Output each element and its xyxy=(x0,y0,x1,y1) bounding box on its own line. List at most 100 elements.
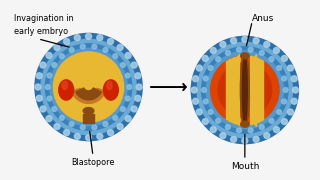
Polygon shape xyxy=(250,87,263,88)
Circle shape xyxy=(45,44,132,130)
Polygon shape xyxy=(250,98,263,99)
Circle shape xyxy=(197,42,292,138)
Polygon shape xyxy=(76,88,101,100)
Circle shape xyxy=(291,98,297,104)
Polygon shape xyxy=(226,86,239,87)
Ellipse shape xyxy=(59,80,74,100)
Polygon shape xyxy=(77,106,100,114)
Circle shape xyxy=(282,99,286,104)
Polygon shape xyxy=(226,93,239,94)
Circle shape xyxy=(131,62,137,68)
Polygon shape xyxy=(250,109,263,110)
Circle shape xyxy=(45,85,50,89)
Polygon shape xyxy=(250,96,263,97)
Polygon shape xyxy=(250,81,263,82)
Polygon shape xyxy=(250,117,263,118)
Polygon shape xyxy=(250,93,263,94)
Circle shape xyxy=(40,62,46,68)
Circle shape xyxy=(125,96,130,101)
Circle shape xyxy=(64,39,69,44)
Circle shape xyxy=(36,73,42,79)
Polygon shape xyxy=(250,116,263,117)
Polygon shape xyxy=(250,59,260,60)
Text: Mouth: Mouth xyxy=(231,162,259,171)
Circle shape xyxy=(85,135,92,141)
Polygon shape xyxy=(226,94,239,95)
Polygon shape xyxy=(226,75,239,76)
Polygon shape xyxy=(250,120,260,121)
Polygon shape xyxy=(250,68,263,69)
Polygon shape xyxy=(250,66,263,67)
Circle shape xyxy=(41,39,136,135)
Circle shape xyxy=(69,122,74,127)
Polygon shape xyxy=(226,113,239,114)
Circle shape xyxy=(85,33,92,39)
Ellipse shape xyxy=(103,80,118,100)
Polygon shape xyxy=(250,106,263,107)
Circle shape xyxy=(35,33,142,141)
Circle shape xyxy=(120,107,125,112)
Circle shape xyxy=(54,124,60,130)
Circle shape xyxy=(36,95,42,101)
Polygon shape xyxy=(250,73,263,74)
Circle shape xyxy=(281,55,287,61)
Polygon shape xyxy=(250,94,263,95)
Circle shape xyxy=(211,56,279,124)
Polygon shape xyxy=(250,111,263,112)
Circle shape xyxy=(92,44,97,49)
Polygon shape xyxy=(231,121,239,122)
Polygon shape xyxy=(226,69,239,70)
Circle shape xyxy=(136,84,142,90)
Polygon shape xyxy=(250,102,263,103)
Circle shape xyxy=(264,133,270,139)
Circle shape xyxy=(191,36,299,144)
Polygon shape xyxy=(226,117,239,118)
Polygon shape xyxy=(226,79,239,80)
Circle shape xyxy=(53,52,124,122)
Polygon shape xyxy=(83,114,94,123)
Polygon shape xyxy=(250,91,263,92)
Ellipse shape xyxy=(83,108,94,114)
Polygon shape xyxy=(226,84,239,85)
Polygon shape xyxy=(250,118,263,119)
Circle shape xyxy=(236,47,242,52)
Circle shape xyxy=(135,73,141,79)
Circle shape xyxy=(220,133,226,139)
Polygon shape xyxy=(226,88,239,89)
Polygon shape xyxy=(234,57,239,58)
Circle shape xyxy=(264,41,270,47)
Polygon shape xyxy=(226,98,239,99)
Polygon shape xyxy=(250,80,263,81)
Circle shape xyxy=(208,66,213,70)
Circle shape xyxy=(196,109,202,115)
Polygon shape xyxy=(226,67,239,68)
Polygon shape xyxy=(226,62,239,63)
Circle shape xyxy=(248,128,253,133)
Polygon shape xyxy=(228,60,239,61)
Circle shape xyxy=(193,98,198,104)
Circle shape xyxy=(117,124,123,130)
Circle shape xyxy=(226,50,230,55)
Polygon shape xyxy=(250,114,263,115)
Polygon shape xyxy=(226,104,239,105)
Text: early embryo: early embryo xyxy=(13,28,68,37)
Circle shape xyxy=(218,63,272,117)
Polygon shape xyxy=(250,92,263,93)
Circle shape xyxy=(40,106,46,112)
Polygon shape xyxy=(226,74,239,75)
Polygon shape xyxy=(250,85,263,86)
Circle shape xyxy=(242,36,248,42)
Polygon shape xyxy=(250,115,263,116)
Polygon shape xyxy=(226,87,239,88)
Circle shape xyxy=(208,110,213,114)
Polygon shape xyxy=(250,78,263,79)
Polygon shape xyxy=(250,75,263,76)
Polygon shape xyxy=(226,83,239,84)
Circle shape xyxy=(216,118,220,123)
Polygon shape xyxy=(250,61,263,62)
Polygon shape xyxy=(226,65,239,66)
Ellipse shape xyxy=(243,56,247,124)
Polygon shape xyxy=(250,113,263,114)
Circle shape xyxy=(287,109,293,115)
Polygon shape xyxy=(250,83,263,84)
